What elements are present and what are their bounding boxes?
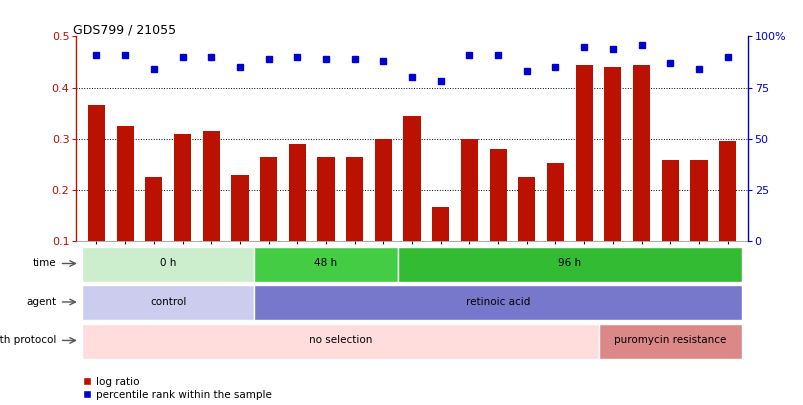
Bar	[317, 157, 334, 241]
Bar	[202, 131, 219, 241]
Bar	[690, 160, 707, 241]
Text: 0 h: 0 h	[160, 258, 176, 269]
Text: no selection: no selection	[308, 335, 372, 345]
Bar	[575, 64, 592, 241]
Bar	[254, 247, 397, 281]
Bar	[82, 324, 597, 358]
Bar	[604, 67, 621, 241]
Text: control: control	[150, 297, 186, 307]
Bar	[173, 134, 191, 241]
Bar	[82, 247, 254, 281]
Bar	[718, 141, 736, 241]
Bar	[116, 126, 133, 241]
Bar	[259, 157, 277, 241]
Bar	[145, 177, 162, 241]
Text: puromycin resistance: puromycin resistance	[613, 335, 726, 345]
Bar	[489, 149, 506, 241]
Bar	[82, 286, 254, 320]
Bar	[661, 160, 678, 241]
Text: 48 h: 48 h	[314, 258, 337, 269]
Bar	[597, 324, 741, 358]
Text: retinoic acid: retinoic acid	[466, 297, 530, 307]
Bar	[632, 64, 650, 241]
Text: 96 h: 96 h	[557, 258, 581, 269]
Text: agent: agent	[26, 297, 56, 307]
Bar	[231, 175, 248, 241]
Bar	[345, 157, 363, 241]
Bar	[88, 105, 105, 241]
Bar	[254, 286, 741, 320]
Bar	[374, 139, 392, 241]
Bar	[518, 177, 535, 241]
Bar	[460, 139, 478, 241]
Text: growth protocol: growth protocol	[0, 335, 56, 345]
Bar	[397, 247, 741, 281]
Legend: log ratio, percentile rank within the sample: log ratio, percentile rank within the sa…	[81, 377, 271, 400]
Bar	[403, 116, 420, 241]
Bar	[546, 163, 564, 241]
Bar	[288, 144, 305, 241]
Bar	[431, 207, 449, 241]
Text: GDS799 / 21055: GDS799 / 21055	[73, 23, 176, 36]
Text: time: time	[33, 258, 56, 269]
